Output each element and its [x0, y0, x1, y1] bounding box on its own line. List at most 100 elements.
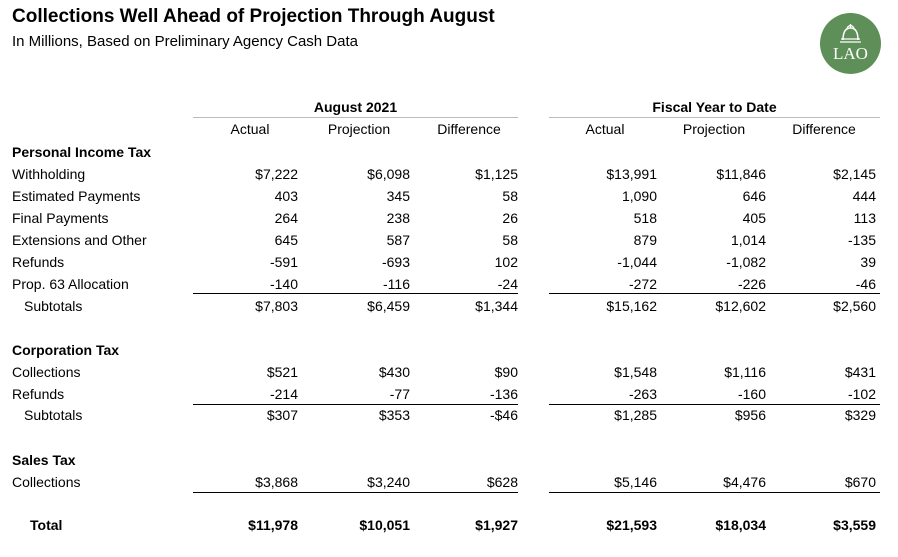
row-label: Collections: [12, 364, 81, 380]
capitol-dome-icon: [840, 24, 861, 43]
cell-value: -24: [497, 276, 518, 292]
cell-value: $10,051: [359, 517, 410, 533]
cell-value: 58: [502, 232, 518, 248]
row-label: Corporation Tax: [12, 342, 120, 358]
cell-value: $1,285: [614, 407, 657, 423]
lao-logo: LAO: [820, 13, 881, 74]
cell-value: $1,344: [475, 298, 518, 314]
cell-value: $2,560: [833, 298, 876, 314]
column-header: Difference: [437, 121, 501, 137]
subtotal-rule: [193, 293, 518, 294]
subtotal-rule: [549, 404, 880, 405]
cell-value: -160: [737, 386, 766, 402]
table-row: Refunds -214 -77 -136 -263 -160 -102: [0, 384, 898, 404]
cell-value: $430: [378, 364, 410, 380]
cell-value: $4,476: [723, 474, 766, 490]
cell-value: $353: [378, 407, 410, 423]
cell-value: 405: [742, 210, 766, 226]
total-row: Total $11,978 $10,051 $1,927 $21,593 $18,034 $…: [0, 515, 898, 535]
subtotal-rule: [549, 492, 880, 493]
cell-value: $1,927: [475, 517, 518, 533]
cell-value: $3,868: [255, 474, 298, 490]
cell-value: 1,014: [730, 232, 766, 248]
cell-value: $3,559: [833, 517, 876, 533]
figure-title: Collections Well Ahead of Projection Thr…: [12, 6, 495, 27]
table-row: Refunds -591 -693 102 -1,044 -1,082 39: [0, 252, 898, 272]
figure-subtitle: In Millions, Based on Preliminary Agency…: [12, 33, 358, 50]
section-header: Corporation Tax: [0, 340, 898, 360]
section-header: Sales Tax: [0, 450, 898, 470]
cell-value: $12,602: [715, 298, 766, 314]
group-rule: [193, 117, 518, 118]
table-row: Withholding $7,222 $6,098 $1,125 $13,991 $11,…: [0, 164, 898, 184]
table-row: Final Payments 264 238 26 518 405 113: [0, 208, 898, 228]
cell-value: $21,593: [606, 517, 657, 533]
cell-value: -1,044: [617, 254, 657, 270]
cell-value: $15,162: [606, 298, 657, 314]
cell-value: -102: [847, 386, 876, 402]
cell-value: $5,146: [614, 474, 657, 490]
cell-value: $11,978: [248, 517, 298, 533]
cell-value: 403: [274, 188, 298, 204]
cell-value: -46: [855, 276, 876, 292]
column-header: Actual: [585, 121, 625, 137]
cell-value: 587: [386, 232, 410, 248]
cell-value: 58: [502, 188, 518, 204]
cell-value: 879: [633, 232, 657, 248]
cell-value: $307: [266, 407, 298, 423]
cell-value: -1,082: [726, 254, 766, 270]
cell-value: $329: [844, 407, 876, 423]
cell-value: 39: [860, 254, 876, 270]
cell-value: $6,098: [367, 166, 410, 182]
row-label: Withholding: [12, 166, 86, 182]
column-header: Projection: [682, 121, 746, 137]
row-label: Refunds: [12, 254, 65, 270]
cell-value: $7,803: [255, 298, 298, 314]
cell-value: -693: [381, 254, 410, 270]
cell-value: $7,222: [255, 166, 298, 182]
cell-value: -116: [383, 276, 410, 292]
table-row: Collections $3,868 $3,240 $628 $5,146 $4,476 $…: [0, 472, 898, 492]
cell-value: 646: [742, 188, 766, 204]
cell-value: -226: [737, 276, 766, 292]
row-label: Final Payments: [12, 210, 109, 226]
cell-value: 1,090: [621, 188, 657, 204]
table-row: Extensions and Other 645 587 58 879 1,014 -135: [0, 230, 898, 250]
cell-value: 444: [852, 188, 876, 204]
cell-value: $1,116: [724, 364, 766, 380]
row-label: Subtotals: [24, 407, 83, 423]
cell-value: -77: [389, 386, 410, 402]
cell-value: $1,125: [475, 166, 518, 182]
subtotal-row: Subtotals $7,803 $6,459 $1,344 $15,162 $12,60…: [0, 296, 898, 316]
row-label: Subtotals: [24, 298, 83, 314]
row-label: Sales Tax: [12, 452, 76, 468]
subtotal-rule: [193, 492, 518, 493]
cell-value: $956: [734, 407, 766, 423]
cell-value: $431: [844, 364, 876, 380]
row-label: Extensions and Other: [12, 232, 147, 248]
cell-value: 238: [386, 210, 410, 226]
cell-value: -140: [269, 276, 298, 292]
row-label: Estimated Payments: [12, 188, 141, 204]
cell-value: -136: [489, 386, 518, 402]
cell-value: $2,145: [833, 166, 876, 182]
cell-value: $90: [494, 364, 518, 380]
cell-value: 645: [274, 232, 298, 248]
cell-value: $670: [844, 474, 876, 490]
group-header-fytd: Fiscal Year to Date: [652, 99, 777, 115]
cell-value: $628: [486, 474, 518, 490]
row-label: Total: [30, 517, 63, 533]
cell-value: -263: [628, 386, 657, 402]
cell-value: -$46: [489, 407, 518, 423]
column-header: Actual: [230, 121, 270, 137]
row-label: Collections: [12, 474, 81, 490]
table-row: Prop. 63 Allocation -140 -116 -24 -272 -226 -4…: [0, 274, 898, 294]
cell-value: 264: [274, 210, 298, 226]
cell-value: -272: [628, 276, 657, 292]
column-header: Difference: [792, 121, 856, 137]
table-row: Estimated Payments 403 345 58 1,090 646 444: [0, 186, 898, 206]
cell-value: $13,991: [606, 166, 657, 182]
group-rule: [549, 117, 880, 118]
cell-value: 102: [494, 254, 518, 270]
